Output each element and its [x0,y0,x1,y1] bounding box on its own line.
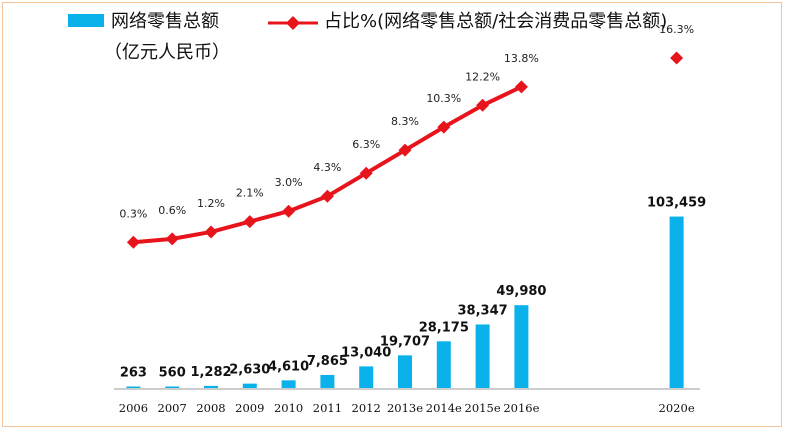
bar-value-label-1: 560 [159,366,186,381]
legend-diamond-marker [286,16,300,30]
percent-label-14: 16.3% [659,23,694,36]
percent-label-2: 1.2% [197,197,225,210]
x-tick-5: 2011 [313,401,342,415]
legend-bar-swatch [68,14,104,27]
bar-value-labels: 263 560 1,2822,6304,6107,86513,04019,70728… [120,196,706,381]
percent-label-8: 10.3% [426,92,461,105]
bar-value-label-5: 7,865 [307,354,348,369]
line-point-7 [398,143,412,157]
line-point-5 [320,189,334,203]
legend-line-label: 占比%(网络零售总额/社会消费品零售总额) [324,11,667,32]
bar-10 [514,305,529,388]
bar-14 [669,216,684,388]
legend: 网络零售总额 （亿元人民币） 占比%(网络零售总额/社会消费品零售总额) [68,11,667,63]
line-point-4 [282,204,296,218]
bar-1 [165,386,180,388]
line-point-10 [514,80,528,94]
bar-value-label-0: 263 [120,366,147,381]
x-tick-2: 2008 [196,401,225,415]
chart-frame [2,2,782,427]
line-point-6 [359,166,373,180]
bar-8 [436,341,451,388]
line-point-1 [165,232,179,246]
bar-value-label-14: 103,459 [647,196,706,211]
x-tick-3: 2009 [235,401,264,415]
line-point-14 [670,51,684,65]
bar-value-label-7: 19,707 [380,334,430,349]
percent-label-6: 6.3% [352,138,380,151]
bar-value-label-4: 4,610 [268,359,309,374]
line-series [126,51,684,249]
x-tick-4: 2010 [274,401,303,415]
line-point-3 [243,215,257,229]
bar-6 [359,366,374,388]
line-point-0 [126,235,140,249]
percent-label-7: 8.3% [391,115,419,128]
x-tick-14: 2020e [659,401,695,415]
bar-value-label-2: 1,282 [190,365,231,380]
percent-labels: 0.3% 0.6% 1.2% 2.1% 3.0% 4.3% 6.3% 8.3% 10.3% 12.… [119,23,694,220]
bar-2 [204,385,218,388]
x-tick-8: 2014e [426,401,462,415]
percent-label-0: 0.3% [119,207,147,220]
x-tick-1: 2007 [158,401,187,415]
bar-value-label-10: 49,980 [496,284,546,299]
percent-label-9: 12.2% [465,70,500,83]
bar-value-label-8: 28,175 [419,320,469,335]
bar-series [126,216,684,388]
legend-bar-label-line2: （亿元人民币） [104,42,230,63]
bar-3 [242,383,257,388]
bar-value-label-9: 38,347 [458,303,508,318]
bar-7 [398,355,412,388]
x-tick-labels: 2006 2007 2008 2009 2010 2011 2012 2013e 2014e 20… [119,401,695,415]
line-point-9 [476,98,490,112]
bar-9 [475,324,490,388]
line-point-2 [204,225,218,239]
bar-value-label-6: 13,040 [341,345,391,360]
x-tick-7: 2013e [387,401,423,415]
bar-0 [126,386,141,388]
percent-label-5: 4.3% [313,161,341,174]
bar-4 [281,380,296,388]
x-tick-6: 2012 [352,401,381,415]
percent-label-4: 3.0% [275,176,303,189]
x-tick-9: 2015e [465,401,501,415]
x-tick-0: 2006 [119,401,148,415]
line-point-8 [437,120,451,134]
x-tick-10: 2016e [503,401,539,415]
legend-bar-label-line1: 网络零售总额 [111,11,219,32]
bar-value-label-3: 2,630 [229,363,270,378]
bar-5 [320,374,335,388]
percent-label-1: 0.6% [158,204,186,217]
percent-label-3: 2.1% [236,187,264,200]
percent-label-10: 13.8% [504,52,539,65]
